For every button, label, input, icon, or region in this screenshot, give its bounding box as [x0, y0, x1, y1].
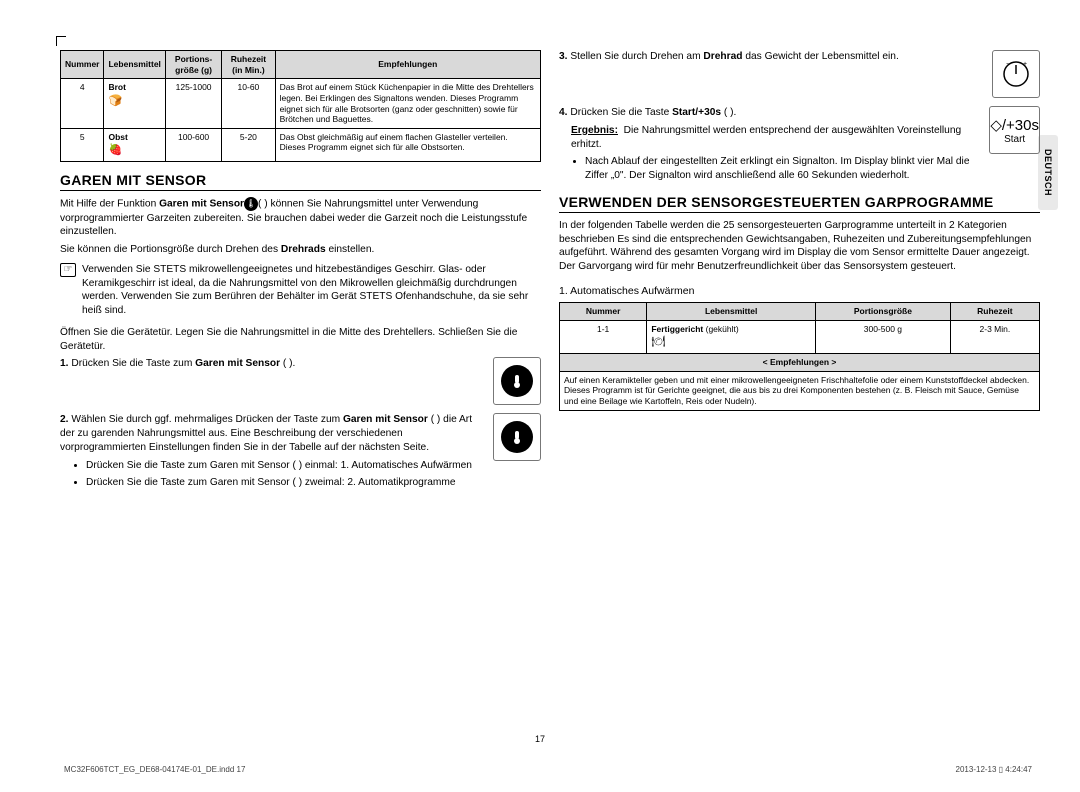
step-4: 4. Drücken Sie die Taste Start/+30s ( ).… [559, 106, 1040, 186]
note-row: ☞ Verwenden Sie STETS mikrowellengeeigne… [60, 263, 541, 318]
step-1: 1. Drücken Sie die Taste zum Garen mit S… [60, 357, 541, 405]
cell-num: 4 [61, 79, 104, 129]
th-food: Lebensmittel [647, 303, 816, 321]
cell-portion: 100-600 [165, 128, 221, 161]
step-2: 2. Wählen Sie durch ggf. mehrmaliges Drü… [60, 413, 541, 492]
hand-icon: ☞ [60, 263, 76, 277]
bullet-item: Drücken Sie die Taste zum Garen mit Sens… [86, 476, 483, 490]
table-row: < Empfehlungen > [560, 354, 1040, 372]
language-tab: DEUTSCH [1038, 135, 1058, 210]
footer-left: MC32F606TCT_EG_DE68-04174E-01_DE.indd 17 [64, 765, 245, 774]
th-rec: Empfehlungen [275, 51, 540, 79]
programs-intro: In der folgenden Tabelle werden die 25 s… [559, 219, 1040, 274]
cell-food: Brot 🍞 [104, 79, 165, 129]
cell-num: 1-1 [560, 320, 647, 353]
start-main: ◇/+30s [990, 117, 1039, 134]
step-1-text: 1. Drücken Sie die Taste zum Garen mit S… [60, 357, 483, 371]
food-table-1: Nummer Lebensmittel Portions- größe (g) … [60, 50, 541, 162]
cell-rest: 10-60 [222, 79, 275, 129]
cell-rec: Das Brot auf einem Stück Küchenpapier in… [275, 79, 540, 129]
th-num: Nummer [560, 303, 647, 321]
crop-mark-tl [56, 36, 66, 46]
svg-text:−: − [1006, 61, 1010, 68]
table-row: 5 Obst 🍓 100-600 5-20 Das Obst gleichmäß… [61, 128, 541, 161]
th-rest: Ruhezeit (in Min.) [222, 51, 275, 79]
step-3: 3. Stellen Sie durch Drehen am Drehrad d… [559, 50, 1040, 98]
th-food: Lebensmittel [104, 51, 165, 79]
cell-food: Obst 🍓 [104, 128, 165, 161]
fruit-icon: 🍓 [108, 144, 160, 158]
page-container: Nummer Lebensmittel Portions- größe (g) … [60, 50, 1040, 752]
th-portion: Portionsgröße [816, 303, 951, 321]
open-instruction: Öffnen Sie die Gerätetür. Legen Sie die … [60, 326, 541, 354]
sensor-icon: 🌡 [244, 197, 258, 211]
cell-portion: 300-500 g [816, 320, 951, 353]
table-row: 4 Brot 🍞 125-1000 10-60 Das Brot auf ein… [61, 79, 541, 129]
step-3-text: 3. Stellen Sie durch Drehen am Drehrad d… [559, 50, 982, 64]
th-portion: Portions- größe (g) [165, 51, 221, 79]
sensor-button-icon-2 [493, 413, 541, 461]
note-text: Verwenden Sie STETS mikrowellengeeignete… [82, 263, 541, 318]
step-2-text: 2. Wählen Sie durch ggf. mehrmaliges Drü… [60, 413, 483, 492]
language-tab-label: DEUTSCH [1043, 149, 1053, 196]
bullet-item: Nach Ablauf der eingestellten Zeit erkli… [585, 155, 979, 183]
cell-rest: 5-20 [222, 128, 275, 161]
cell-num: 5 [61, 128, 104, 161]
bread-icon: 🍞 [108, 95, 160, 109]
right-column: 3. Stellen Sie durch Drehen am Drehrad d… [559, 50, 1040, 752]
step-2-bullets: Drücken Sie die Taste zum Garen mit Sens… [60, 459, 483, 490]
footer-right: 2013-12-13 ▯ 4:24:47 [956, 765, 1032, 774]
food-table-2: Nummer Lebensmittel Portionsgröße Ruheze… [559, 302, 1040, 411]
heading-programs: VERWENDEN DER SENSORGESTEUERTEN GARPROGR… [559, 194, 1040, 213]
intro-paragraph-1: Mit Hilfe der Funktion Garen mit Sensor🌡… [60, 197, 541, 239]
dial-icon: −+ [992, 50, 1040, 98]
bullet-item: Drücken Sie die Taste zum Garen mit Sens… [86, 459, 483, 473]
rec-text: Auf einen Keramikteller geben und mit ei… [560, 371, 1040, 410]
step-4-text: 4. Drücken Sie die Taste Start/+30s ( ). [559, 106, 979, 120]
table-row: 1-1 Fertiggericht (gekühlt) 🍽 300-500 g … [560, 320, 1040, 353]
cell-food: Fertiggericht (gekühlt) 🍽 [647, 320, 816, 353]
th-num: Nummer [61, 51, 104, 79]
result-line: Ergebnis: Die Nahrungsmittel werden ents… [559, 124, 979, 152]
th-rest: Ruhezeit [950, 303, 1039, 321]
start-sub: Start [1004, 134, 1025, 145]
rec-header: < Empfehlungen > [560, 354, 1040, 372]
food-name: Brot [108, 82, 125, 92]
sensor-button-icon-1 [493, 357, 541, 405]
step-4-block: 4. Drücken Sie die Taste Start/+30s ( ).… [559, 106, 979, 186]
food-name: Obst [108, 132, 127, 142]
dish-icon: 🍽 [651, 336, 811, 350]
heading-sensor: GAREN MIT SENSOR [60, 172, 541, 191]
intro-paragraph-2: Sie können die Portionsgröße durch Drehe… [60, 243, 541, 257]
svg-text:+: + [1023, 61, 1027, 68]
start-button-icon: ◇/+30s Start [989, 106, 1040, 154]
left-column: Nummer Lebensmittel Portions- größe (g) … [60, 50, 541, 752]
subheading-autoreheat: 1. Automatisches Aufwärmen [559, 284, 1040, 298]
table-row: Auf einen Keramikteller geben und mit ei… [560, 371, 1040, 410]
page-number: 17 [535, 734, 545, 744]
cell-rec: Das Obst gleichmäßig auf einem flachen G… [275, 128, 540, 161]
cell-rest: 2-3 Min. [950, 320, 1039, 353]
cell-portion: 125-1000 [165, 79, 221, 129]
after-bullets: Nach Ablauf der eingestellten Zeit erkli… [559, 155, 979, 183]
